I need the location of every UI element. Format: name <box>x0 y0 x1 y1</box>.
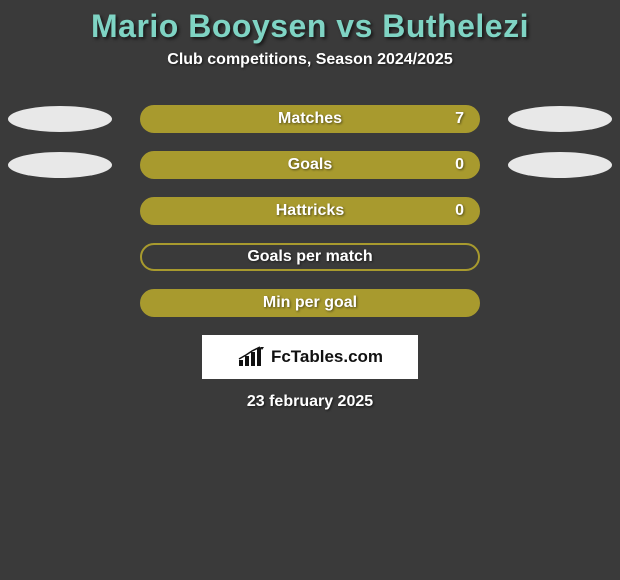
stat-row: Matches 7 <box>0 105 620 133</box>
stat-label: Min per goal <box>263 294 357 312</box>
stat-rows: Matches 7 Goals 0 Hattricks 0 Goals per match M… <box>0 105 620 317</box>
footer-date: 23 february 2025 <box>0 393 620 411</box>
left-ellipse <box>8 152 112 178</box>
stat-bar: Goals 0 <box>140 151 480 179</box>
stat-label: Goals per match <box>247 248 372 266</box>
brand-badge: FcTables.com <box>202 335 418 379</box>
stat-label: Hattricks <box>276 202 344 220</box>
chart-icon <box>237 346 265 368</box>
comparison-infographic: Mario Booysen vs Buthelezi Club competit… <box>0 0 620 411</box>
right-ellipse <box>508 152 612 178</box>
stat-row: Goals 0 <box>0 151 620 179</box>
page-subtitle: Club competitions, Season 2024/2025 <box>0 51 620 69</box>
stat-bar: Min per goal <box>140 289 480 317</box>
stat-label: Matches <box>278 110 342 128</box>
brand-text: FcTables.com <box>271 347 383 367</box>
left-ellipse <box>8 106 112 132</box>
stat-bar: Goals per match <box>140 243 480 271</box>
stat-bar: Matches 7 <box>140 105 480 133</box>
stat-value: 7 <box>455 110 464 128</box>
stat-bar: Hattricks 0 <box>140 197 480 225</box>
stat-value: 0 <box>455 202 464 220</box>
stat-label: Goals <box>288 156 332 174</box>
stat-value: 0 <box>455 156 464 174</box>
stat-row: Hattricks 0 <box>0 197 620 225</box>
stat-row: Min per goal <box>0 289 620 317</box>
stat-row: Goals per match <box>0 243 620 271</box>
page-title: Mario Booysen vs Buthelezi <box>0 8 620 45</box>
right-ellipse <box>508 106 612 132</box>
